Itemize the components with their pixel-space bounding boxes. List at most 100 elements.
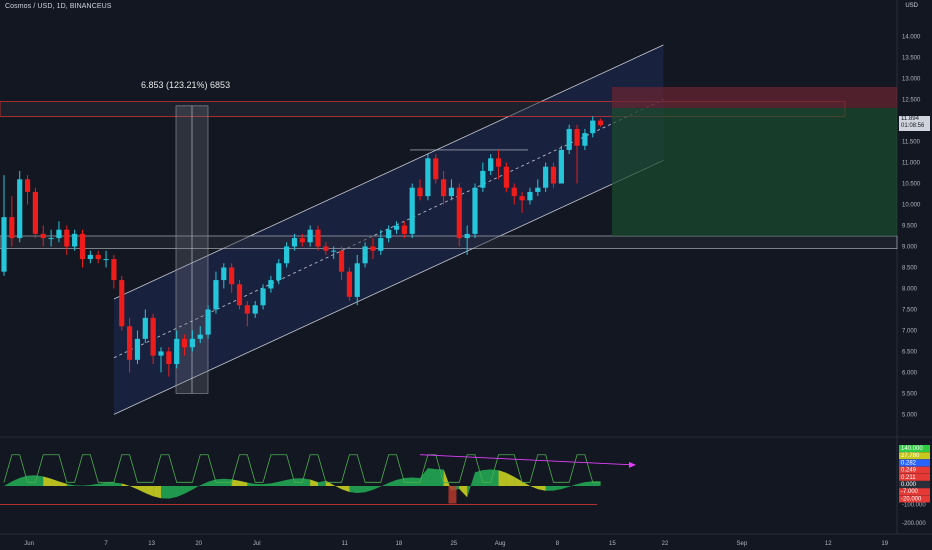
candle [221, 263, 227, 289]
candle-countdown: 01:08:56 [901, 123, 925, 129]
candle-body [331, 250, 337, 252]
candle [158, 347, 164, 373]
candle [64, 225, 70, 255]
time-tick-label: 8 [556, 541, 560, 547]
candle-body [456, 187, 462, 239]
candle [299, 233, 305, 247]
candle-body [511, 187, 517, 197]
candle-body [441, 179, 447, 197]
divergence-line [420, 454, 633, 466]
time-tick-label: 12 [825, 541, 832, 547]
candle [448, 179, 455, 201]
osc-turn-segment [137, 486, 146, 493]
candle-body [56, 229, 62, 239]
candle-body [32, 191, 38, 234]
candle [24, 175, 31, 205]
channel-upper-line [113, 44, 664, 300]
osc-value-badge [899, 495, 930, 503]
channel-lower-line [113, 160, 664, 415]
candle [558, 145, 564, 184]
candle [79, 229, 86, 268]
candle [417, 179, 423, 201]
candle [17, 170, 23, 243]
price-tick-label: 8.500 [902, 265, 918, 271]
candle [134, 330, 141, 365]
candle [393, 221, 400, 234]
candle [378, 229, 384, 255]
candle [409, 183, 415, 239]
osc-turn-segment [43, 476, 52, 486]
candle [166, 347, 172, 377]
price-tick-label: 9.000 [902, 244, 918, 250]
osc-value-label: 0.000 [901, 482, 917, 488]
price-tick-label: 7.000 [902, 328, 918, 334]
candle [9, 196, 15, 247]
candle [95, 250, 101, 264]
candle [511, 183, 517, 205]
osc-turn-segment [506, 472, 515, 486]
price-tick-label: 10.500 [902, 182, 921, 188]
candle [260, 284, 266, 310]
candle-body [409, 187, 415, 234]
current-price-tag: 11.894 01:08:56 [899, 116, 930, 131]
candle-body [119, 280, 125, 327]
candle-body [64, 229, 70, 247]
candle [229, 263, 235, 293]
candle-body [417, 187, 423, 197]
candle-body [495, 158, 502, 167]
candle [284, 242, 290, 268]
candle [566, 124, 572, 155]
candle [276, 259, 282, 285]
candle-body [95, 254, 101, 260]
osc-value-label: -20.000 [901, 496, 922, 502]
candle-body [378, 238, 384, 251]
candle-body [229, 267, 235, 285]
price-tick-label: 10.000 [902, 203, 921, 209]
time-tick-label: 7 [104, 541, 108, 547]
candle-body [338, 250, 345, 272]
candle-body [401, 225, 407, 234]
price-tick-label: 5.000 [902, 412, 918, 418]
time-tick-label: 11 [342, 541, 349, 547]
candle [550, 162, 557, 188]
candle-body [276, 263, 282, 281]
candle-body [527, 191, 533, 201]
candle-body [174, 338, 180, 365]
support-zone [0, 235, 898, 249]
candle-body [448, 187, 455, 197]
currency-label: USD [905, 3, 918, 9]
price-tick-label: 12.500 [902, 98, 921, 104]
candle-body [1, 217, 7, 272]
divergence-arrow [629, 461, 636, 468]
candle-body [362, 246, 368, 264]
candle [291, 233, 298, 251]
price-tick-label: 6.000 [902, 370, 918, 376]
candle-body [79, 233, 86, 260]
osc-turn-segment [153, 486, 161, 499]
osc-value-badge [899, 445, 930, 452]
candle-body [142, 317, 148, 339]
candle [119, 275, 125, 331]
stop-loss-zone [612, 86, 897, 108]
take-profit-zone [612, 107, 897, 236]
osc-value-badge [899, 488, 930, 496]
osc-turn-segment [231, 479, 240, 486]
time-tick-label: 15 [609, 541, 616, 547]
candle-body [72, 233, 78, 247]
candle [111, 254, 117, 289]
candle [480, 162, 486, 192]
candle [425, 154, 431, 201]
candle [189, 330, 195, 352]
osc-turn-segment [529, 485, 538, 490]
channel-mid-line [113, 99, 664, 359]
osc-turn-segment [51, 478, 59, 486]
candle-body [158, 351, 164, 356]
candle [1, 175, 7, 276]
osc-value-label: 0.249 [901, 468, 917, 474]
candle-body [574, 128, 580, 146]
candle [370, 238, 376, 260]
candle [87, 250, 93, 264]
candle [40, 225, 46, 247]
candle [386, 225, 392, 243]
